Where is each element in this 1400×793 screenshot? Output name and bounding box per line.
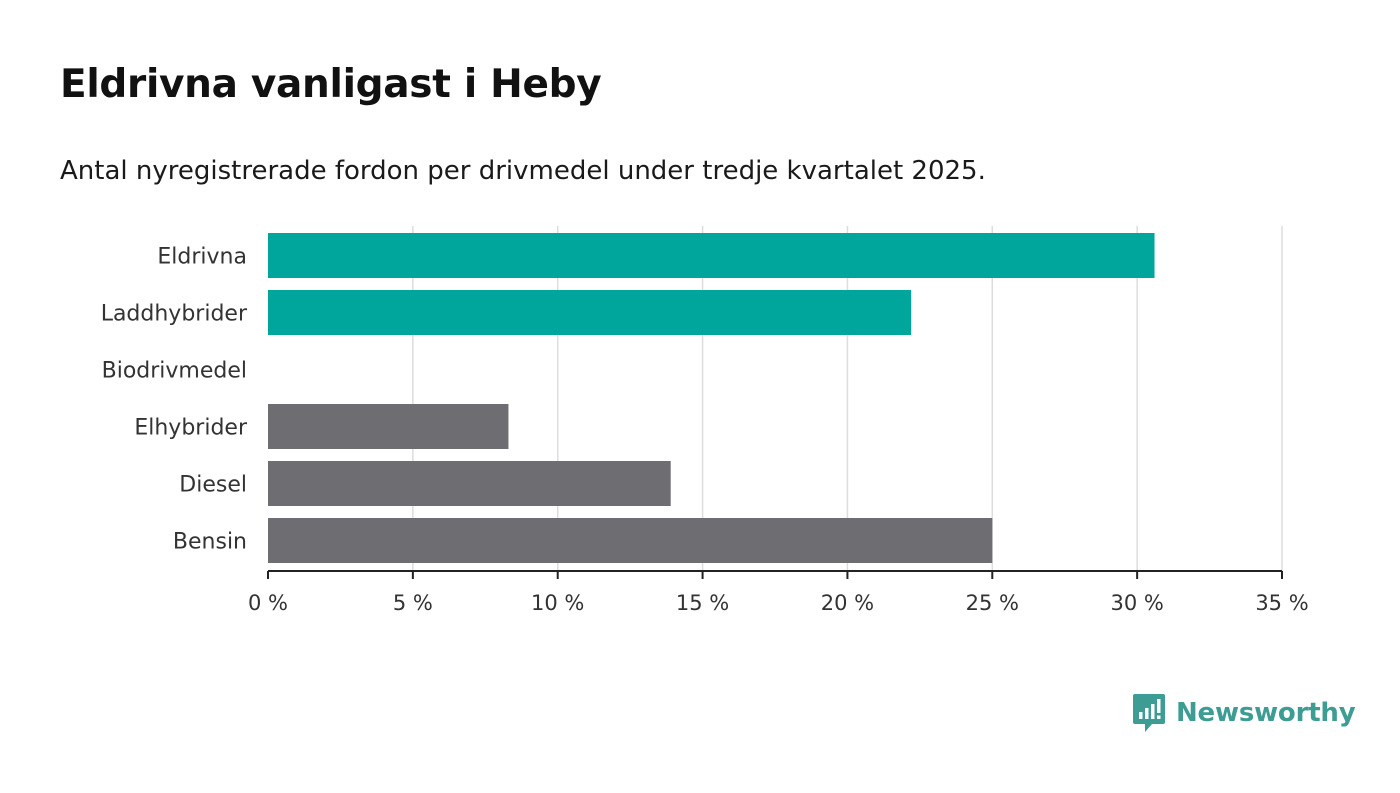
category-label-bensin: Bensin	[173, 530, 247, 555]
bar-laddhybrider	[268, 290, 912, 335]
x-tick-label-0: 0 %	[248, 591, 288, 615]
brand-logo: Newsworthy	[1132, 692, 1356, 734]
bar-elhybrider	[268, 404, 509, 449]
x-tick-label-4: 20 %	[821, 591, 874, 615]
newsworthy-logo-icon	[1133, 694, 1165, 732]
x-axis: 0 % 5 % 10 % 15 % 20 % 25 % 30 % 35 %	[248, 570, 1309, 615]
gridlines	[412, 226, 1283, 571]
bar-eldrivna	[268, 233, 1155, 278]
category-label-elhybrider: Elhybrider	[134, 416, 248, 441]
x-tick-label-5: 25 %	[966, 591, 1019, 615]
category-label-laddhybrider: Laddhybrider	[101, 302, 248, 327]
category-label-biodrivmedel: Biodrivmedel	[102, 359, 247, 384]
chart-subtitle: Antal nyregistrerade fordon per drivmede…	[60, 156, 986, 186]
x-tick-label-3: 15 %	[676, 591, 729, 615]
chart-title: Eldrivna vanligast i Heby	[60, 62, 602, 107]
bars	[268, 233, 1155, 563]
bar-diesel	[268, 461, 671, 506]
x-tick-label-1: 5 %	[393, 591, 433, 615]
category-labels: Eldrivna Laddhybrider Biodrivmedel Elhybrid…	[101, 245, 248, 555]
x-tick-label-7: 35 %	[1255, 591, 1308, 615]
category-label-diesel: Diesel	[179, 473, 247, 498]
x-tick-label-6: 30 %	[1110, 591, 1163, 615]
brand-name: Newsworthy	[1176, 698, 1356, 728]
x-tick-label-2: 10 %	[531, 591, 584, 615]
bar-bensin	[268, 518, 993, 563]
category-label-eldrivna: Eldrivna	[157, 245, 247, 270]
